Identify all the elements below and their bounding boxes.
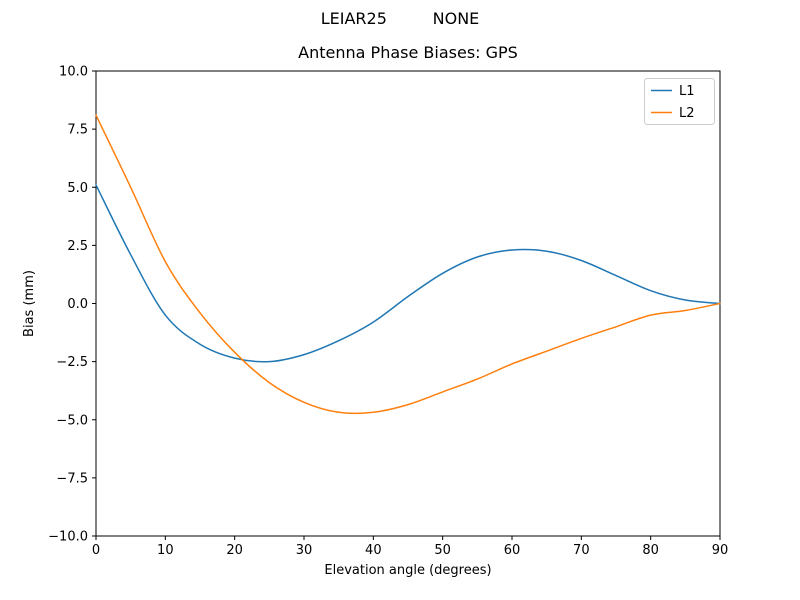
axes-title: Antenna Phase Biases: GPS [298,43,518,62]
x-tick-label: 50 [434,543,451,558]
x-axis-label: Elevation angle (degrees) [324,563,491,578]
series-line-L2 [95,114,721,415]
x-tick-label: 40 [365,543,382,558]
legend-item-L1: L1 [651,84,695,99]
x-tick-label: 0 [92,543,100,558]
x-tick-label: 80 [642,543,659,558]
y-tick-label: 7.5 [67,123,88,138]
y-tick-label: 2.5 [67,239,88,254]
legend-label-L1: L1 [679,84,695,99]
x-tick-label: 10 [157,543,174,558]
figure-suptitle: LEIAR25 NONE [320,9,480,28]
y-tick-label: 10.0 [59,65,88,80]
y-tick-label: 0.0 [67,297,88,312]
y-tick-label: −7.5 [56,471,88,486]
x-tick-label: 70 [573,543,590,558]
x-tick-label: 30 [296,543,313,558]
x-tick-label: 90 [712,543,729,558]
series-line-L1 [95,184,721,363]
legend-label-L2: L2 [679,106,695,121]
y-tick-label: −10.0 [48,530,88,545]
axes-frame [95,70,721,537]
x-tick-label: 60 [504,543,521,558]
x-tick-label: 20 [226,543,243,558]
y-tick-label: 5.0 [67,181,88,196]
y-tick-label: −5.0 [56,413,88,428]
y-tick-label: −2.5 [56,355,88,370]
y-axis-label: Bias (mm) [22,270,37,337]
legend-item-L2: L2 [651,106,695,121]
